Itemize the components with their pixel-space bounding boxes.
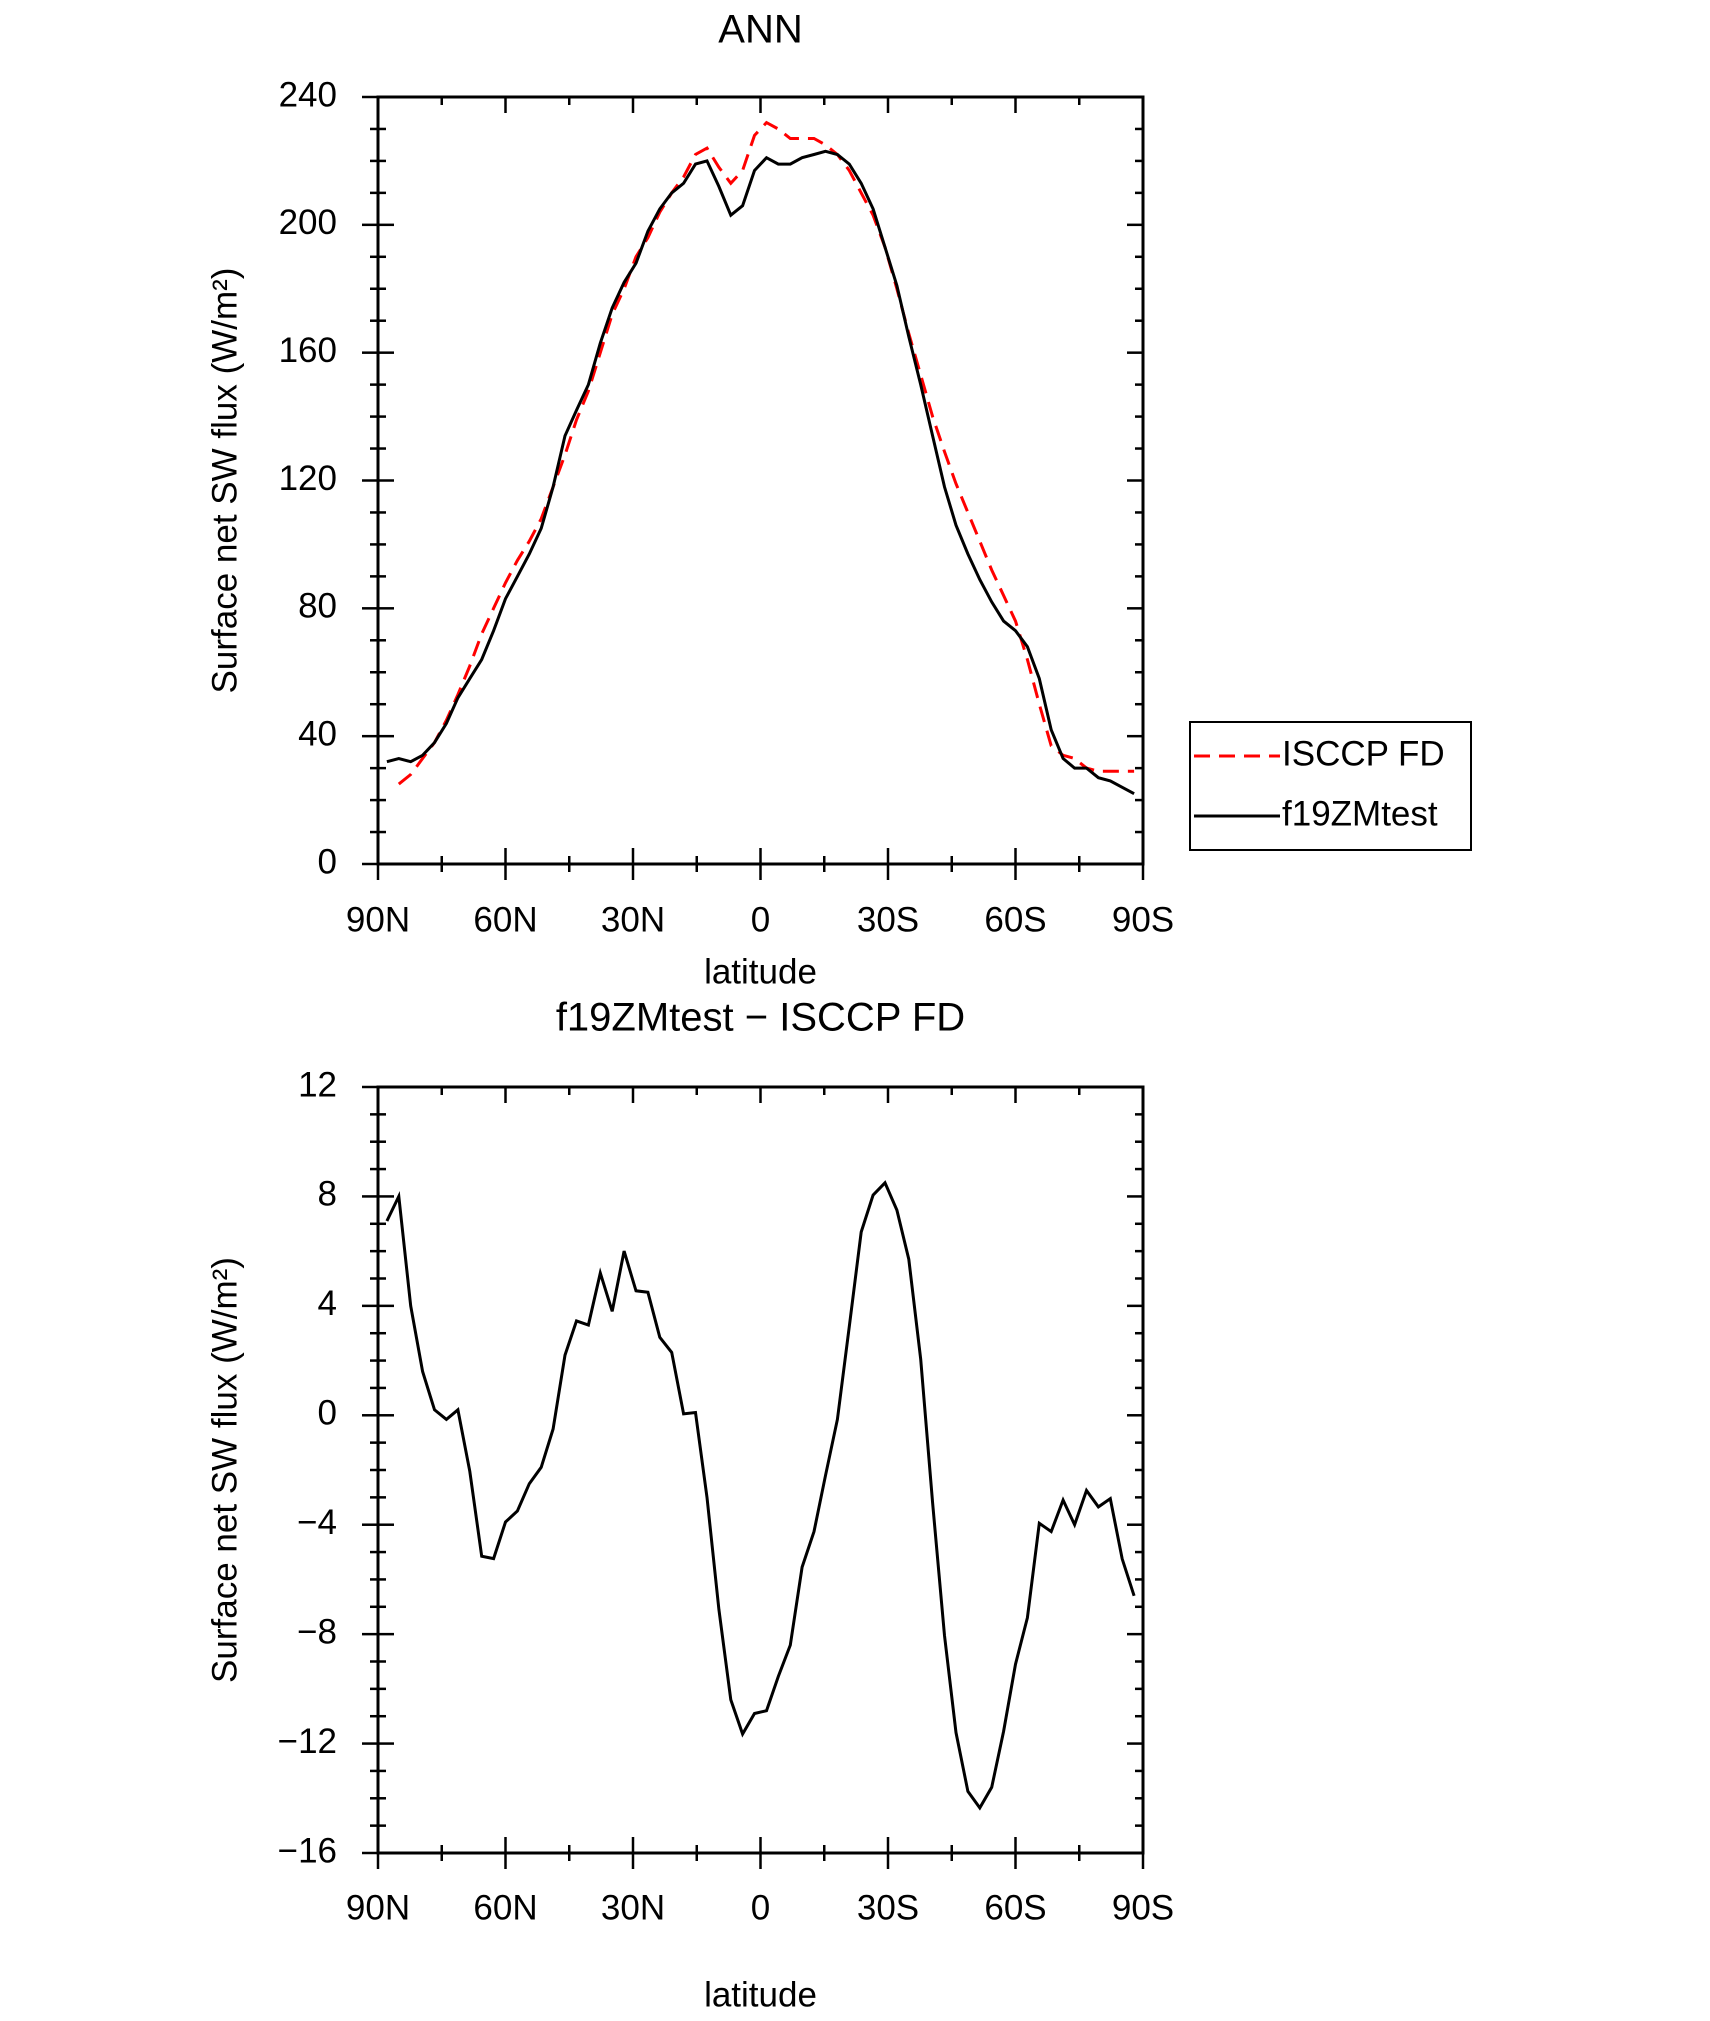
y-tick-label: 200 [279, 203, 337, 242]
y-tick-label: −8 [297, 1612, 337, 1651]
x-tick-label: 60S [984, 1888, 1046, 1927]
data-line [385, 1180, 1136, 1811]
x-tick-label: 90N [346, 1888, 410, 1927]
y-tick-label: 0 [318, 1394, 337, 1433]
x-tick-label: 90S [1112, 1888, 1174, 1927]
y-tick-label: 160 [279, 331, 337, 370]
y-axis-title: Surface net SW flux (W/m²) [205, 1257, 244, 1683]
x-tick-label: 60N [473, 1888, 537, 1927]
x-tick-label: 30S [857, 1888, 919, 1927]
y-tick-label: 240 [279, 75, 337, 114]
y-tick-label: 120 [279, 459, 337, 498]
data-line [397, 120, 1135, 786]
x-tick-label: 30N [601, 900, 665, 939]
y-tick-label: 0 [318, 842, 337, 881]
x-tick-label: 60S [984, 900, 1046, 939]
data-line [386, 149, 1135, 796]
x-tick-label: 30N [601, 1888, 665, 1927]
x-axis-title: latitude [704, 1975, 817, 2014]
x-tick-label: 0 [751, 900, 770, 939]
y-tick-label: −16 [278, 1831, 337, 1870]
x-tick-label: 90S [1112, 900, 1174, 939]
legend-box [1189, 721, 1472, 851]
x-tick-label: 30S [857, 900, 919, 939]
x-axis-title: latitude [704, 952, 817, 991]
x-tick-label: 0 [751, 1888, 770, 1927]
y-tick-label: 40 [298, 714, 337, 753]
y-tick-label: −12 [278, 1722, 337, 1761]
y-tick-label: 80 [298, 587, 337, 626]
y-axis-title: Surface net SW flux (W/m²) [205, 268, 244, 694]
legend-label: ISCCP FD [1282, 734, 1445, 773]
y-tick-label: −4 [297, 1503, 337, 1542]
chart-title: f19ZMtest − ISCCP FD [556, 996, 965, 1040]
x-tick-label: 90N [346, 900, 410, 939]
legend-label: f19ZMtest [1282, 794, 1438, 833]
plot-frame [376, 1085, 1145, 1855]
plot-frame [376, 95, 1145, 866]
y-tick-label: 4 [318, 1284, 337, 1323]
x-tick-label: 60N [473, 900, 537, 939]
y-tick-label: 12 [298, 1065, 337, 1104]
chart-title: ANN [718, 8, 802, 52]
y-tick-label: 8 [318, 1175, 337, 1214]
